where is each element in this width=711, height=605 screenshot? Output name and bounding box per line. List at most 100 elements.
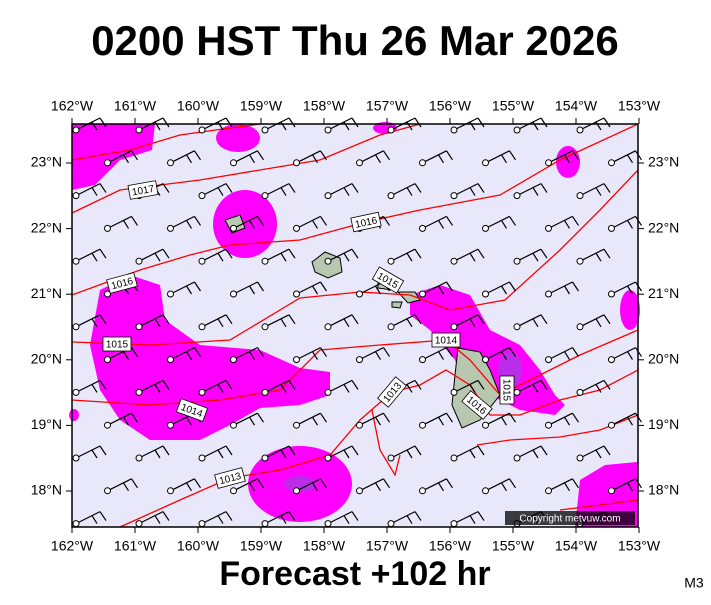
barb-feather [374,154,382,164]
barb-staff [548,412,573,426]
graticule-labels: 162°W 162°W 161°W 161°W 160°W 160°W 159°W 159°W… [31,98,680,554]
barb-staff [359,412,384,426]
barb-feather [383,412,390,423]
wind-barb [482,281,516,298]
wind-barb [261,445,296,462]
barb-staff [233,281,258,295]
barb-staff [453,445,479,459]
barb-station [198,257,206,265]
barb-feather [91,449,98,459]
barb-feather [532,384,539,393]
lat-label: 18°N [648,482,679,498]
barb-feather [351,314,359,325]
barb-feather [406,384,413,393]
barb-station [608,290,615,298]
barb-staff [233,347,258,361]
barb-staff [138,248,164,262]
barb-staff [264,511,290,525]
barb-feather [572,150,579,161]
barb-station [513,257,521,265]
barb-station [198,192,206,200]
barb-station [324,388,332,396]
wind-barb [576,445,611,462]
lon-label: 158°W [303,98,346,114]
barb-staff [201,445,227,459]
barb-feather [563,285,571,295]
barb-feather [122,154,130,164]
barb-feather [351,511,359,521]
barb-station [261,520,269,528]
barb-station [387,257,395,265]
barb-feather [603,314,611,325]
barb-feather [311,351,319,360]
barb-staff [75,314,101,328]
barb-station [198,126,206,134]
barb-station [576,126,584,134]
barb-staff [422,215,447,229]
barb-feather [131,150,138,161]
wind-barb [293,478,327,495]
barb-feather [383,216,390,226]
lat-label: 22°N [648,219,679,235]
barb-feather [469,449,476,459]
barb-feather [257,412,264,423]
barb-station [387,454,395,462]
barb-feather [162,511,170,521]
wind-barb [167,478,201,495]
barb-staff [327,183,353,197]
barb-station [324,257,332,265]
barb-feather [91,187,98,196]
wind-barb [230,347,264,364]
barb-feather [343,252,350,262]
barb-station [72,323,80,331]
barb-station [104,487,111,495]
barb-feather [437,220,445,229]
barb-feather [217,515,224,524]
barb-feather [257,281,264,292]
barb-station [545,159,552,167]
wind-barb [167,215,201,232]
barb-staff [264,248,290,262]
barb-feather [154,318,161,328]
barb-staff [296,347,321,361]
barb-station [608,487,615,495]
barb-station [450,323,458,331]
barb-feather [414,248,422,259]
barb-feather [280,449,287,459]
barb-feather [225,314,233,325]
barb-station [167,159,174,167]
barb-station [545,487,552,495]
barb-feather [595,252,602,262]
barb-staff [170,150,195,164]
wind-barb [261,314,296,331]
barb-feather [414,183,422,193]
barb-feather [162,183,170,193]
isobars [71,123,639,528]
barb-station [419,356,426,364]
barb-feather [288,248,296,259]
barb-feather [99,445,107,456]
wind-barb [482,347,516,364]
barb-staff [611,215,636,229]
barb-feather [500,416,508,426]
barb-feather [469,515,476,524]
lat-label: 19°N [31,416,62,432]
barb-station [419,487,426,495]
barb-station [230,224,237,232]
wind-barb [419,347,453,364]
barb-feather [374,351,382,360]
barb-feather [572,216,579,226]
isobar-value: 1015 [106,340,129,351]
lon-label: 160°W [177,98,220,114]
barb-feather [374,482,382,492]
wind-barb [513,379,548,396]
wind-barb [450,511,485,528]
wind-barb [387,445,422,462]
barb-staff [138,314,164,328]
wind-barb [293,347,327,364]
barb-staff [516,314,542,328]
barb-staff [611,478,636,492]
wind-barb [356,347,390,364]
barb-feather [185,220,193,229]
